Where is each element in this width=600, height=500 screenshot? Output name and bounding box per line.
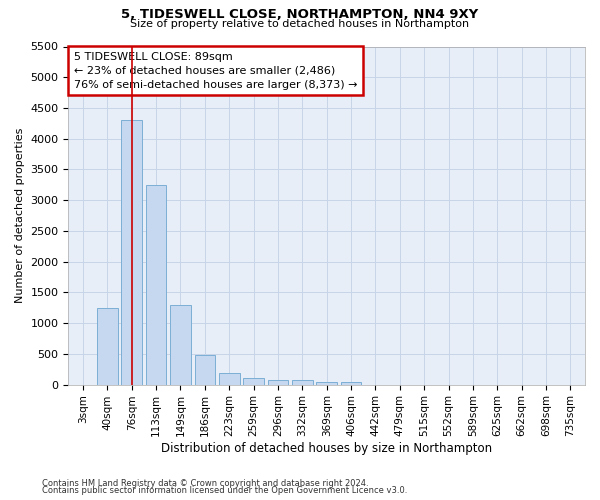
Text: Contains public sector information licensed under the Open Government Licence v3: Contains public sector information licen… (42, 486, 407, 495)
Text: 5 TIDESWELL CLOSE: 89sqm
← 23% of detached houses are smaller (2,486)
76% of sem: 5 TIDESWELL CLOSE: 89sqm ← 23% of detach… (74, 52, 357, 90)
Bar (219, 373, 239, 384)
Text: Size of property relative to detached houses in Northampton: Size of property relative to detached ho… (130, 19, 470, 29)
Bar (268, 380, 289, 384)
Bar (194, 355, 215, 384)
Y-axis label: Number of detached properties: Number of detached properties (15, 128, 25, 303)
Bar (97, 308, 118, 384)
Bar (170, 304, 191, 384)
Bar (121, 120, 142, 384)
Bar (292, 380, 313, 384)
Bar (243, 378, 264, 384)
Bar (341, 382, 361, 384)
Bar (316, 382, 337, 384)
Bar (146, 185, 166, 384)
Text: Contains HM Land Registry data © Crown copyright and database right 2024.: Contains HM Land Registry data © Crown c… (42, 478, 368, 488)
Text: 5, TIDESWELL CLOSE, NORTHAMPTON, NN4 9XY: 5, TIDESWELL CLOSE, NORTHAMPTON, NN4 9XY (121, 8, 479, 20)
X-axis label: Distribution of detached houses by size in Northampton: Distribution of detached houses by size … (161, 442, 492, 455)
